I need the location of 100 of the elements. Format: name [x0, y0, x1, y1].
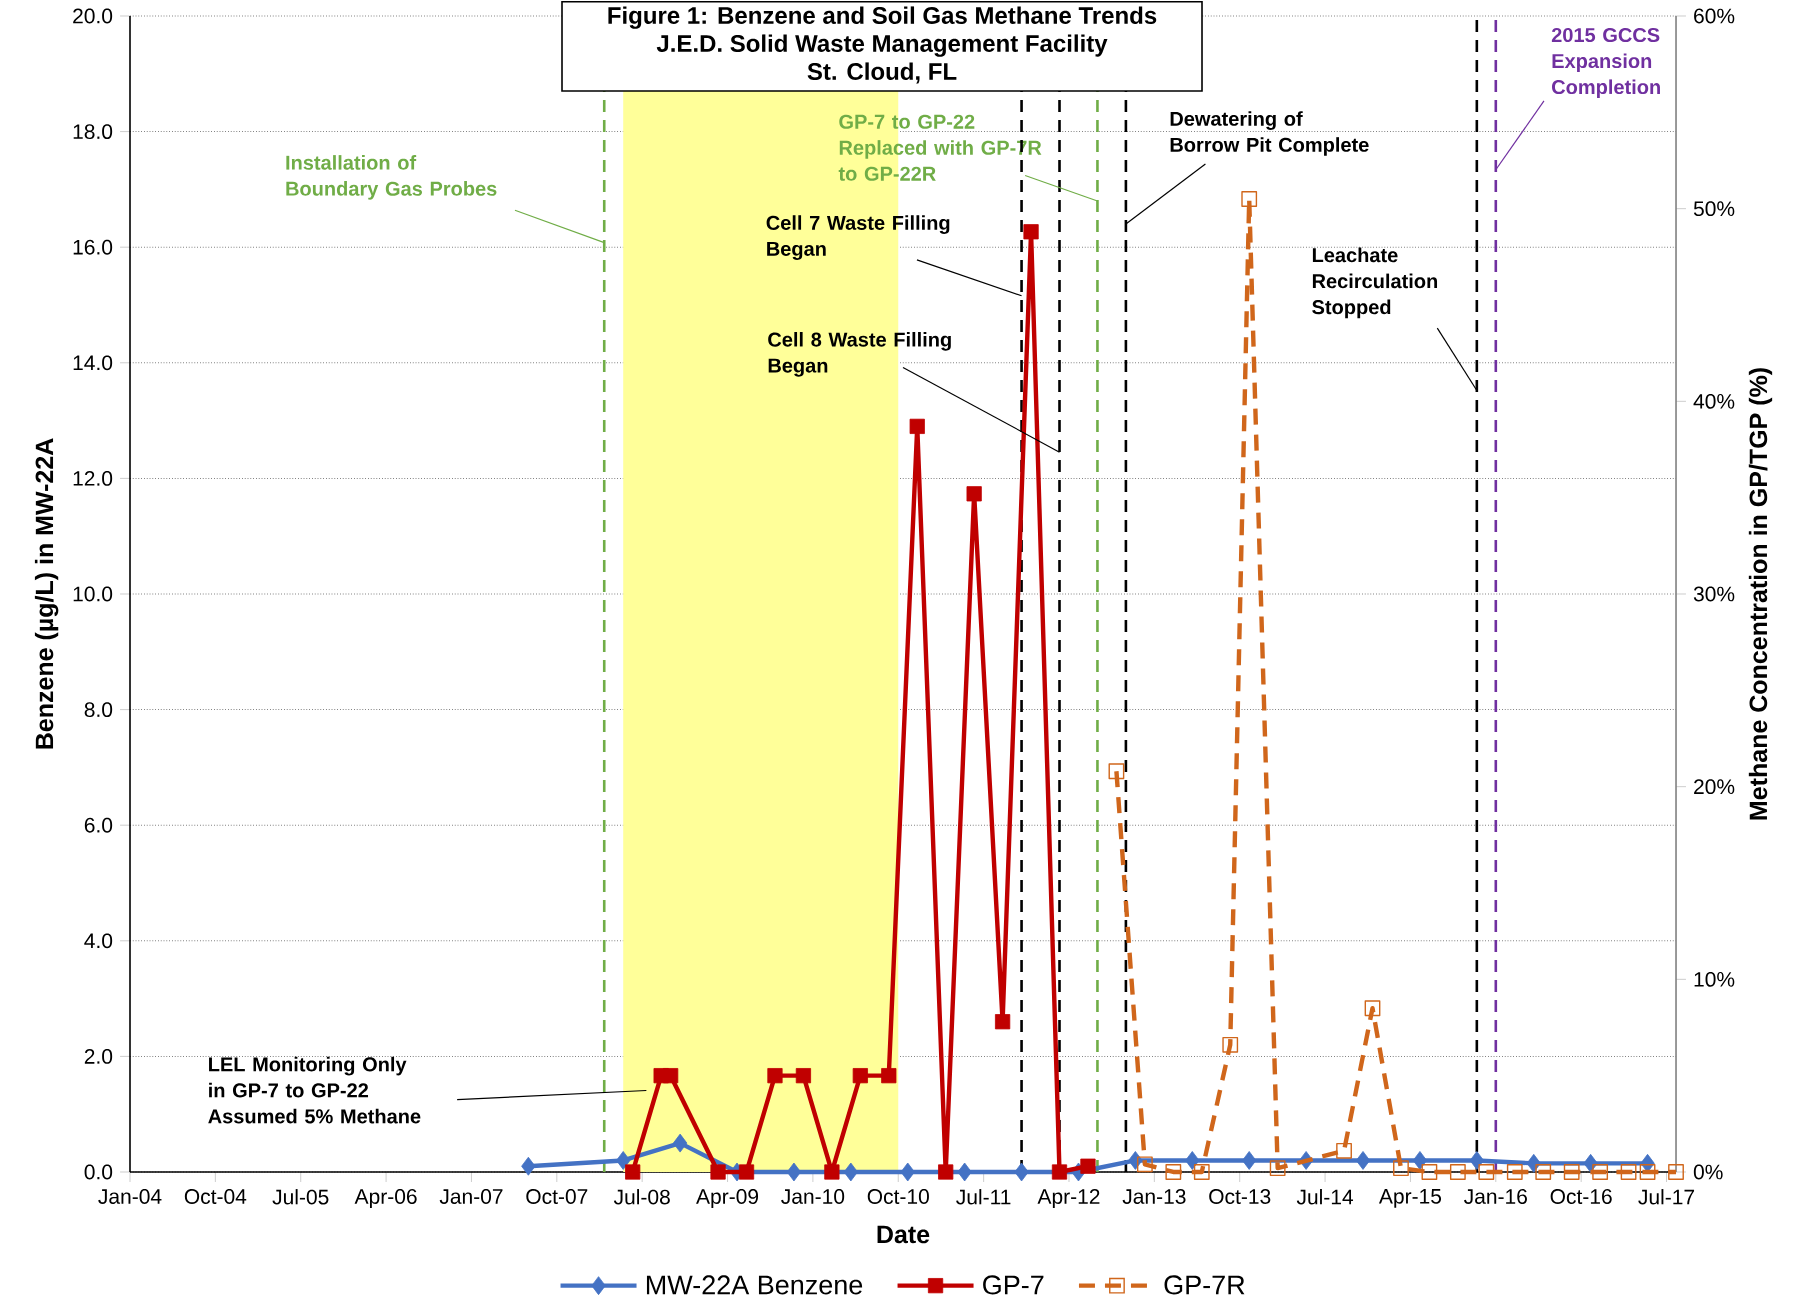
annotation: St. Cloud, FL — [807, 62, 957, 84]
y2-tick-label: 30% — [1693, 586, 1735, 602]
point — [1639, 1164, 1656, 1180]
point — [909, 418, 925, 434]
point — [738, 1164, 755, 1180]
y-tick-label: 4.0 — [84, 933, 113, 949]
y-tick-label: 6.0 — [84, 817, 113, 833]
x-tick-label: Jan-13 — [1122, 1189, 1186, 1204]
annotation: LEL Monitoring Only in GP-7 to GP-22 Assumed 5% Methane — [208, 1056, 421, 1124]
point — [1535, 1164, 1552, 1180]
legend-label: GP-7R — [1164, 1275, 1245, 1295]
point — [1355, 1151, 1371, 1170]
y-tick-label: 20.0 — [73, 8, 113, 24]
point — [843, 1162, 858, 1182]
x-tick-label: Apr-06 — [354, 1189, 417, 1209]
legend-label: MW-22A Benzene — [646, 1275, 863, 1295]
x-tick-label: Oct-10 — [867, 1189, 929, 1204]
point — [957, 1162, 972, 1182]
point — [1563, 1164, 1580, 1180]
y-tick-label: 16.0 — [73, 239, 113, 255]
point — [1668, 1164, 1684, 1180]
point — [521, 1156, 536, 1176]
y2-tick-label: 40% — [1693, 393, 1735, 409]
y-axis-title: Benzene (µg/L) in MW-22A — [34, 438, 59, 749]
point — [795, 1068, 812, 1084]
y2-tick-label: 10% — [1694, 971, 1735, 987]
x-tick-label: Oct-16 — [1550, 1189, 1612, 1204]
point — [1136, 1156, 1153, 1173]
point — [1364, 1000, 1381, 1017]
point — [1185, 1151, 1200, 1170]
x-tick-label: Jan-04 — [98, 1189, 162, 1204]
point — [1242, 1151, 1257, 1170]
y-tick-label: 0.0 — [84, 1164, 113, 1180]
point — [1080, 1158, 1096, 1174]
point — [672, 1133, 688, 1153]
point — [1023, 224, 1039, 240]
point — [616, 1151, 631, 1170]
x-tick-label: Oct-04 — [184, 1189, 247, 1204]
y-tick-label: 14.0 — [73, 355, 113, 371]
point — [1193, 1164, 1210, 1180]
point — [767, 1068, 783, 1084]
ref-line-label: 2015 GCCS Expansion Completion — [1551, 27, 1660, 99]
x-tick-label: Jul-05 — [272, 1189, 329, 1205]
point — [1620, 1164, 1637, 1180]
ref-line-label: Dewatering of Borrow Pit Complete — [1170, 111, 1369, 156]
point — [1506, 1164, 1523, 1180]
x-axis-title: Date — [877, 1225, 930, 1244]
chart-title: Figure 1: Benzene and Soil Gas Methane Trends — [608, 6, 1157, 29]
point — [1165, 1164, 1182, 1180]
point — [663, 1068, 679, 1084]
point — [1412, 1151, 1428, 1170]
y2-tick-label: 60% — [1694, 8, 1735, 24]
y-tick-label: 12.0 — [73, 470, 113, 486]
point — [824, 1164, 840, 1180]
point — [1241, 191, 1258, 207]
y-tick-label: 8.0 — [84, 702, 113, 718]
point — [900, 1162, 915, 1182]
point — [1478, 1164, 1495, 1180]
x-tick-label: Jul-17 — [1638, 1189, 1695, 1205]
point — [1393, 1160, 1409, 1177]
x-tick-label: Jan-10 — [781, 1189, 845, 1204]
x-tick-label: Jul-14 — [1296, 1189, 1354, 1205]
ref-line-label: Installation of Boundary Gas Probes — [286, 155, 497, 200]
y2-tick-label: 20% — [1694, 779, 1735, 795]
ref-line-label: Leachate Recirculation Stopped — [1312, 247, 1438, 319]
point — [995, 1014, 1011, 1030]
y2-tick-label: 0% — [1693, 1164, 1723, 1180]
point — [1469, 1151, 1484, 1170]
point — [881, 1068, 897, 1084]
point — [786, 1162, 802, 1182]
x-tick-label: Jan-16 — [1464, 1189, 1527, 1204]
point — [1269, 1160, 1286, 1177]
point — [625, 1164, 641, 1180]
x-tick-label: Apr-09 — [696, 1189, 759, 1209]
x-tick-label: Jul-11 — [956, 1189, 1011, 1205]
point — [1449, 1164, 1466, 1180]
point — [1014, 1162, 1029, 1182]
y-tick-label: 10.0 — [73, 586, 113, 602]
x-tick-label: Jul-08 — [613, 1189, 670, 1205]
x-tick-label: Jan-07 — [439, 1189, 503, 1204]
x-tick-label: Oct-13 — [1209, 1189, 1271, 1204]
text: J.E.D. Solid Waste Management Facility — [656, 34, 1108, 57]
point — [1592, 1164, 1609, 1180]
point — [1336, 1142, 1352, 1159]
y-tick-label: 18.0 — [73, 124, 113, 140]
point — [1222, 1036, 1239, 1053]
y-tick-label: 2.0 — [84, 1048, 113, 1064]
x-tick-label: Oct-07 — [526, 1189, 588, 1204]
point — [710, 1164, 726, 1180]
legend-label: GP-7 — [983, 1275, 1044, 1295]
ref-line-label: Cell 7 Waste Filling Began — [766, 215, 950, 260]
x-tick-label: Apr-12 — [1037, 1189, 1100, 1209]
point — [1108, 763, 1125, 780]
point — [852, 1068, 868, 1084]
point — [1051, 1164, 1068, 1180]
x-tick-label: Apr-15 — [1378, 1189, 1442, 1208]
y2-axis-title: Methane Concentration in GP/TGP (%) — [1748, 368, 1773, 820]
point — [1421, 1164, 1438, 1180]
point — [938, 1164, 954, 1180]
ref-line-label: Cell 8 Waste Filling Began — [768, 331, 951, 377]
